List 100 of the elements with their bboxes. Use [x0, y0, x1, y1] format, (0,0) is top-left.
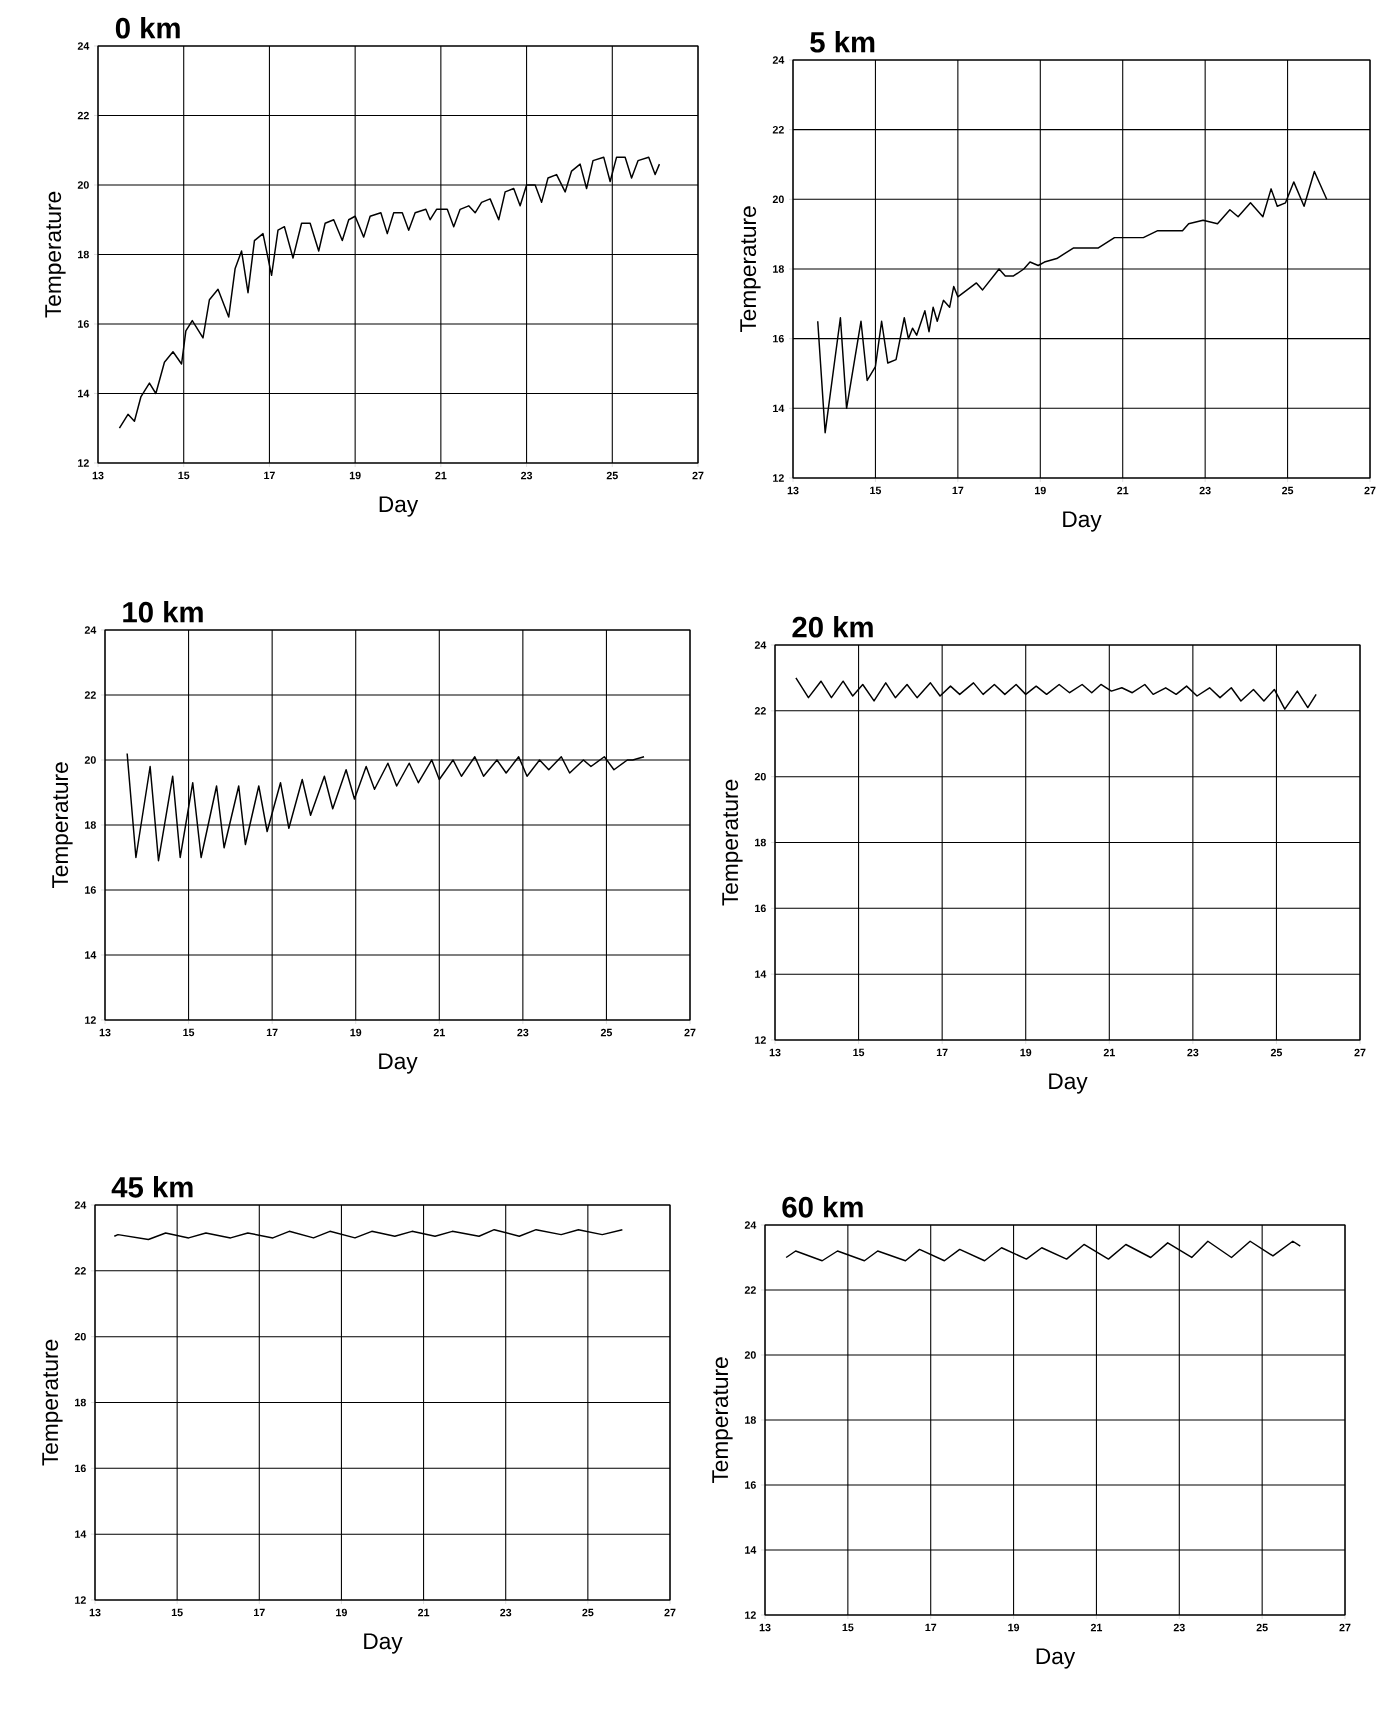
y-tick-label: 12	[85, 1016, 96, 1024]
y-tick-label: 20	[754, 772, 766, 781]
x-tick-label: 25	[600, 1028, 613, 1037]
x-tick-label: 17	[936, 1048, 948, 1057]
y-tick-label: 18	[78, 250, 89, 259]
x-axis-title: Day	[1036, 1648, 1076, 1669]
y-tick-label: 22	[84, 691, 96, 699]
chart-title: 0 km	[115, 17, 180, 39]
y-tick-label: 12	[755, 1036, 766, 1044]
x-tick-label: 17	[264, 471, 275, 480]
x-tick-label: 27	[684, 1028, 696, 1037]
chart-title: 5 km	[810, 31, 875, 53]
x-tick-label: 13	[787, 486, 799, 495]
x-tick-label: 15	[183, 1028, 195, 1037]
y-tick-label: 24	[77, 42, 90, 50]
x-tick-label: 23	[500, 1608, 512, 1617]
y-tick-label: 16	[75, 1464, 86, 1473]
chart-title: 20 km	[792, 616, 873, 638]
y-tick-label: 14	[773, 404, 785, 412]
x-tick-label: 15	[842, 1623, 854, 1632]
x-tick-label: 17	[952, 486, 964, 495]
x-tick-label: 19	[1020, 1048, 1032, 1057]
x-tick-label: 17	[254, 1608, 265, 1617]
y-tick-label: 14	[75, 1530, 87, 1538]
x-tick-label: 25	[582, 1608, 594, 1617]
x-tick-label: 21	[418, 1608, 430, 1617]
y-tick-label: 22	[744, 1286, 756, 1294]
y-tick-label: 12	[75, 1596, 86, 1604]
y-tick-label: 18	[75, 1398, 86, 1407]
x-tick-label: 27	[1354, 1048, 1366, 1057]
y-tick-label: 12	[745, 1611, 756, 1619]
y-tick-label: 16	[755, 904, 766, 913]
x-tick-label: 19	[349, 471, 361, 480]
line-series	[118, 156, 661, 429]
y-tick-label: 18	[85, 821, 96, 829]
x-axis-title: Day	[1049, 1073, 1088, 1094]
line-series	[795, 677, 1317, 710]
y-axis-title: Temperature	[52, 762, 73, 889]
x-tick-label: 21	[435, 471, 447, 480]
x-tick-label: 25	[1270, 1048, 1283, 1057]
y-tick-label: 20	[74, 1332, 86, 1341]
x-tick-label: 25	[1282, 486, 1294, 495]
y-tick-label: 24	[84, 626, 97, 634]
y-tick-label: 14	[745, 1546, 757, 1554]
y-axis-title: Temperature	[740, 206, 761, 333]
x-tick-label: 15	[870, 486, 882, 495]
x-tick-label: 19	[336, 1608, 347, 1617]
y-tick-label: 22	[772, 125, 784, 134]
line-series	[785, 1240, 1301, 1262]
x-axis-title: Day	[379, 1053, 418, 1074]
y-tick-label: 18	[755, 838, 766, 847]
y-tick-label: 12	[773, 474, 784, 482]
x-tick-label: 23	[1199, 486, 1211, 495]
x-tick-label: 17	[266, 1028, 278, 1037]
chart-title: 60 km	[782, 1196, 863, 1218]
x-tick-label: 27	[664, 1608, 676, 1617]
x-tick-label: 13	[99, 1028, 111, 1037]
x-tick-label: 23	[521, 471, 533, 480]
x-tick-label: 13	[89, 1608, 101, 1617]
x-tick-label: 21	[1090, 1623, 1103, 1632]
x-tick-label: 13	[769, 1048, 781, 1057]
y-tick-label: 22	[754, 707, 766, 715]
y-axis-title: Temperature	[712, 1357, 733, 1484]
y-tick-label: 16	[85, 886, 96, 894]
x-tick-label: 21	[1117, 486, 1129, 495]
y-tick-label: 24	[744, 1221, 757, 1229]
x-tick-label: 21	[433, 1028, 445, 1037]
y-axis-title: Temperature	[45, 191, 66, 318]
x-axis-title: Day	[364, 1633, 403, 1654]
y-tick-label: 20	[77, 181, 89, 189]
y-tick-label: 22	[74, 1267, 86, 1275]
line-series	[113, 1228, 624, 1241]
y-tick-label: 16	[773, 334, 784, 343]
y-tick-label: 18	[745, 1416, 756, 1424]
x-tick-label: 13	[92, 471, 104, 480]
x-tick-label: 17	[925, 1623, 937, 1632]
y-axis-title: Temperature	[722, 779, 743, 906]
x-axis-title: Day	[379, 496, 419, 517]
x-tick-label: 27	[1339, 1623, 1351, 1632]
x-tick-label: 19	[350, 1028, 362, 1037]
x-tick-label: 19	[1008, 1623, 1020, 1632]
x-tick-label: 25	[1256, 1623, 1268, 1632]
x-tick-label: 15	[853, 1048, 865, 1057]
y-tick-label: 24	[74, 1201, 87, 1209]
x-tick-label: 15	[171, 1608, 183, 1617]
y-tick-label: 20	[744, 1351, 756, 1359]
y-tick-label: 20	[84, 756, 96, 764]
x-tick-label: 21	[1103, 1048, 1115, 1057]
x-tick-label: 19	[1035, 486, 1046, 495]
x-axis-title: Day	[1063, 511, 1102, 532]
x-tick-label: 25	[606, 471, 618, 480]
x-tick-label: 15	[178, 471, 190, 480]
y-axis-title: Temperature	[42, 1339, 63, 1466]
y-tick-label: 14	[755, 970, 767, 978]
line-series	[126, 752, 645, 862]
y-tick-label: 22	[77, 111, 89, 120]
x-tick-label: 23	[517, 1028, 529, 1037]
y-tick-label: 14	[85, 951, 97, 959]
x-tick-label: 27	[692, 471, 704, 480]
y-tick-label: 20	[772, 195, 784, 204]
